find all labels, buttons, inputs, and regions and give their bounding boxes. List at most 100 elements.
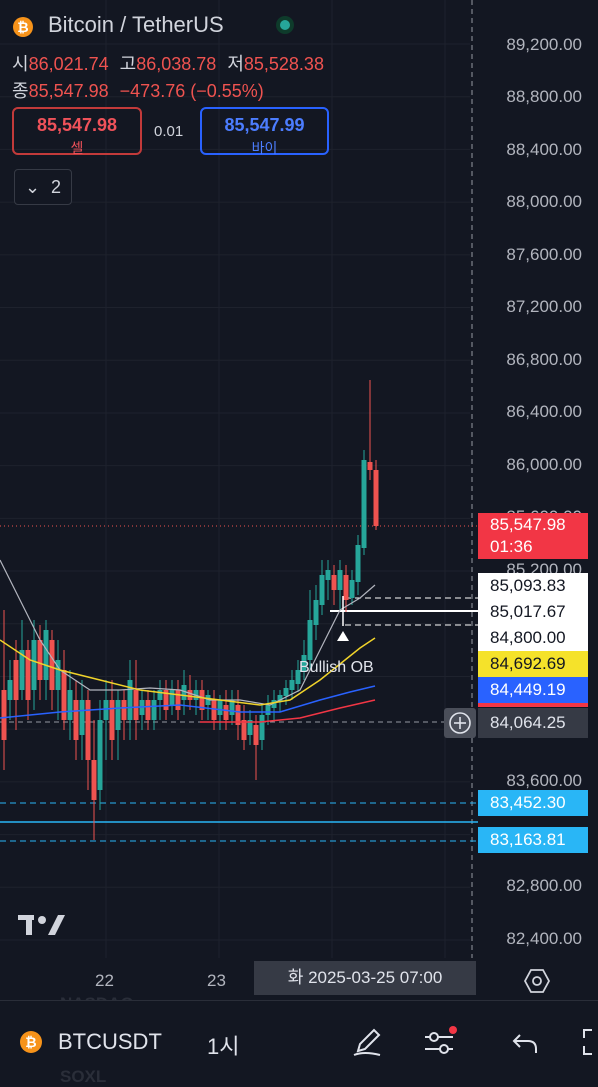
candle-body: [235, 705, 241, 725]
chart-area[interactable]: [0, 0, 598, 1000]
candle-body: [343, 575, 349, 600]
candle-body: [109, 700, 115, 740]
fullscreen-icon: [583, 1029, 592, 1055]
candle-body: [7, 680, 13, 700]
tradingview-logo-icon: [18, 912, 66, 943]
candle-body: [217, 700, 223, 715]
close-label: 종: [12, 81, 29, 101]
undo-button[interactable]: [510, 1027, 540, 1062]
last-price-value: 85,547.98: [490, 515, 566, 534]
ohlc-row-2: 종85,547.98 −473.76 (−0.55%): [12, 77, 264, 103]
candle-body: [241, 720, 247, 740]
candle-body: [55, 660, 61, 690]
candle-body: [127, 680, 133, 720]
fullscreen-button[interactable]: [580, 1027, 598, 1062]
ohlc-row-1: 시86,021.74 고86,038.78 저85,528.38: [12, 50, 324, 76]
candle-body: [13, 660, 19, 700]
spread-value: 0.01: [154, 123, 184, 140]
chevron-down-icon: ⌄: [24, 177, 41, 197]
x-tick: 22: [95, 971, 114, 990]
y-tick: 86,400.00: [506, 402, 582, 421]
indicators-button[interactable]: [422, 1025, 458, 1064]
drawing-tools-button[interactable]: [350, 1025, 384, 1064]
high-value: 86,038.78: [136, 54, 217, 74]
candle-body: [79, 700, 85, 735]
candle-body: [319, 575, 325, 605]
candle-body: [91, 760, 97, 800]
candle-body: [151, 700, 157, 720]
symbol-selector[interactable]: BTCUSDT: [58, 1029, 162, 1054]
close-value: 85,547.98: [28, 81, 109, 101]
candle-body: [157, 690, 163, 700]
candle-body: [361, 460, 367, 548]
y-tick: 83,600.00: [506, 771, 582, 790]
interval-selector[interactable]: 1시: [207, 1034, 240, 1059]
candle-body: [145, 700, 151, 720]
y-tick: 87,200.00: [506, 297, 582, 316]
crosshair-price-tag: 84,064.25: [478, 708, 588, 738]
candle-body: [295, 670, 301, 684]
candle-body: [301, 655, 307, 672]
x-tick: 23: [207, 971, 226, 990]
candle-body: [355, 545, 361, 582]
bar-countdown: 01:36: [490, 537, 533, 556]
y-tick: 88,000.00: [506, 192, 582, 211]
open-label: 시: [12, 54, 29, 74]
ma-white-line: [0, 559, 376, 706]
candle-body: [223, 705, 229, 720]
candle-body: [19, 650, 25, 690]
last-price-tag: 85,547.98 01:36: [478, 513, 588, 559]
watermark-text: SOXL: [60, 1067, 107, 1086]
candle-body: [169, 690, 175, 705]
indicators-count: 2: [51, 177, 62, 197]
candle-body: [181, 685, 187, 700]
candle-body: [37, 640, 43, 680]
candle-body: [271, 700, 277, 708]
candle-body: [265, 705, 271, 715]
candle-body: [115, 700, 121, 730]
ma-yellow-line: [0, 637, 376, 706]
sell-label: 셀: [70, 140, 84, 156]
y-tick: 82,400.00: [506, 929, 582, 948]
y-tick: 87,600.00: [506, 245, 582, 264]
candle-body: [97, 720, 103, 790]
candle-body: [259, 715, 265, 740]
ma-red-line: [200, 699, 376, 723]
ma-blue-line: [0, 685, 376, 719]
indicators-collapse-button[interactable]: ⌄ 2: [14, 169, 72, 205]
sell-button[interactable]: 85,547.98 셀: [12, 107, 142, 156]
bottom-toolbar: SOXL ₿ BTCUSDT 1시: [0, 1000, 598, 1086]
candle-body: [325, 570, 331, 580]
candle-body: [31, 640, 37, 690]
candle-body: [349, 580, 355, 598]
chart-settings-button[interactable]: [523, 968, 551, 999]
candle-body: [103, 700, 109, 720]
price-chart[interactable]: [0, 0, 598, 1000]
y-tick: 86,800.00: [506, 350, 582, 369]
ma-blue-tag: 84,449.19: [478, 677, 588, 703]
y-tick: 88,800.00: [506, 87, 582, 106]
add-alert-button[interactable]: [444, 708, 476, 738]
candle-body: [247, 720, 253, 735]
candle-body: [337, 570, 343, 590]
level-tag-2: 85,017.67: [478, 599, 588, 625]
y-tick: 86,000.00: [506, 455, 582, 474]
candle-body: [49, 640, 55, 690]
y-tick: 88,400.00: [506, 140, 582, 159]
symbol-title[interactable]: Bitcoin / TetherUS: [48, 12, 224, 37]
buy-button[interactable]: 85,547.99 바이: [200, 107, 329, 156]
bullish-ob-label[interactable]: Bullish OB: [299, 659, 374, 676]
candle-body: [205, 695, 211, 705]
undo-icon: [512, 1034, 537, 1053]
ma-yellow-tag: 84,692.69: [478, 651, 588, 677]
high-label: 고: [119, 54, 137, 74]
candle-body: [61, 670, 67, 720]
candle-body: [187, 690, 193, 700]
support-tag-2: 83,163.81: [478, 827, 588, 853]
candle-body: [121, 700, 127, 720]
draw-pen-icon: [353, 1028, 381, 1056]
candle-body: [85, 700, 91, 760]
y-tick: 89,200.00: [506, 35, 582, 54]
plus-circle-icon: [449, 712, 471, 734]
candle-body: [163, 690, 169, 710]
